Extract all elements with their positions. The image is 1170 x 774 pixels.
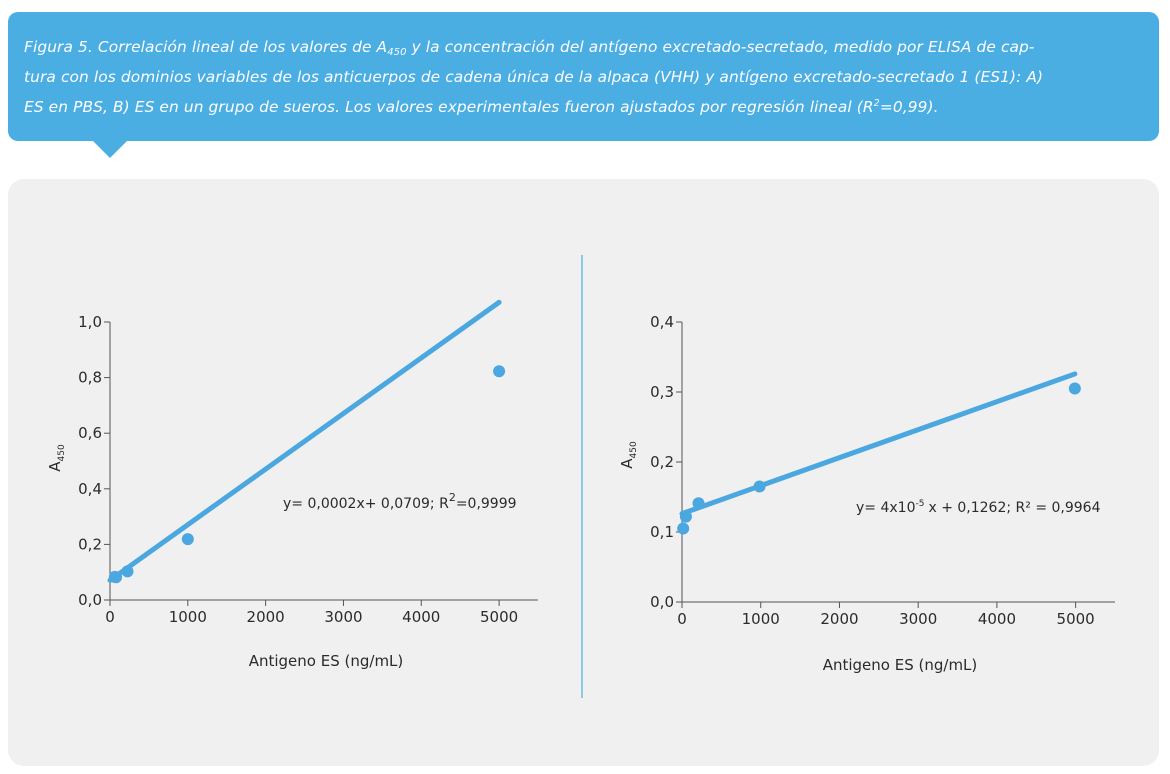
caption-line3-superscript: 2 bbox=[873, 98, 880, 109]
chart-a-y-tick-label: 0,0 bbox=[78, 591, 102, 609]
chart-b-x-tick-label: 4000 bbox=[978, 610, 1016, 628]
chart-a-data-point bbox=[493, 365, 506, 378]
chart-a-data-point bbox=[110, 571, 123, 584]
chart-a-points bbox=[108, 365, 506, 584]
caption-line3a: ES en PBS, B) ES en un grupo de sueros. … bbox=[24, 98, 874, 116]
chart-b: 0,0 0,1 0,2 0,3 0,4 0 1000 2000 3000 4000 5000 Ant… bbox=[618, 313, 1115, 674]
chart-b-x-tick-label: 1000 bbox=[742, 610, 780, 628]
caption-line3b: =0,99). bbox=[879, 98, 939, 116]
chart-b-x-tick-label: 3000 bbox=[899, 610, 937, 628]
chart-a-x-tick-label: 5000 bbox=[480, 608, 518, 626]
chart-b-points bbox=[677, 382, 1081, 535]
caption-part1: Figura 5. Correlación lineal de los valo… bbox=[24, 38, 388, 56]
chart-a-ticks: 0,0 0,2 0,4 0,6 0,8 1,0 0 1000 2000 3000 4000 5000 bbox=[78, 313, 518, 626]
chart-a-x-axis-label: Antigeno ES (ng/mL) bbox=[249, 652, 404, 670]
caption-line2: tura con los dominios variables de los a… bbox=[24, 68, 1044, 86]
chart-a-x-tick-label: 0 bbox=[105, 608, 115, 626]
chart-b-x-tick-label: 5000 bbox=[1057, 610, 1095, 628]
chart-b-axes bbox=[681, 322, 1115, 603]
chart-a-y-tick-label: 0,6 bbox=[78, 424, 102, 442]
chart-a-axes bbox=[109, 322, 538, 601]
chart-b-y-tick-label: 0,1 bbox=[650, 523, 674, 541]
chart-b-y-tick-label: 0,3 bbox=[650, 383, 674, 401]
figure-caption-box: Figura 5. Correlación lineal de los valo… bbox=[8, 12, 1159, 141]
chart-b-data-point bbox=[679, 510, 692, 523]
chart-a-equation: y= 0,0002x+ 0,0709; R2=0,9999 bbox=[283, 491, 517, 512]
chart-a-data-point bbox=[121, 565, 134, 578]
chart-a-y-axis-label: A450 bbox=[46, 444, 67, 472]
chart-a-x-tick-label: 1000 bbox=[169, 608, 207, 626]
chart-b-y-axis-label: A450 bbox=[618, 441, 639, 469]
chart-a-x-tick-label: 2000 bbox=[247, 608, 285, 626]
chart-a-y-tick-label: 0,8 bbox=[78, 369, 102, 387]
chart-a-x-tick-label: 4000 bbox=[402, 608, 440, 626]
chart-b-x-axis-label: Antigeno ES (ng/mL) bbox=[823, 656, 978, 674]
figure-caption: Figura 5. Correlación lineal de los valo… bbox=[24, 32, 1137, 122]
chart-b-y-tick-label: 0,0 bbox=[650, 593, 674, 611]
caption-part1-subscript: 450 bbox=[387, 47, 407, 58]
chart-b-data-point bbox=[1068, 382, 1081, 395]
chart-a-x-tick-label: 3000 bbox=[324, 608, 362, 626]
chart-b-equation: y= 4x10-5 x + 0,1262; R² = 0,9964 bbox=[856, 499, 1101, 516]
chart-a-y-tick-label: 1,0 bbox=[78, 313, 102, 331]
chart-b-y-tick-label: 0,2 bbox=[650, 453, 674, 471]
chart-a-fit-line bbox=[107, 299, 502, 583]
chart-a: 0,00,20,40,60,81,00 1000 2000 3000 4000 5000 … bbox=[46, 299, 538, 670]
chart-a-y-tick-label: 0,4 bbox=[78, 480, 102, 498]
chart-b-y-tick-label: 0,4 bbox=[650, 313, 674, 331]
chart-b-data-point bbox=[677, 522, 690, 535]
chart-b-ticks: 0,0 0,1 0,2 0,3 0,4 0 1000 2000 3000 4000 5000 bbox=[650, 313, 1095, 628]
caption-part2: y la concentración del antígeno excretad… bbox=[406, 38, 1035, 56]
chart-a-y-tick-label: 0,2 bbox=[78, 535, 102, 553]
caption-pointer-arrow bbox=[92, 140, 128, 158]
chart-b-data-point bbox=[753, 480, 766, 493]
chart-b-fit-line bbox=[679, 371, 1078, 517]
chart-a-data-point bbox=[181, 533, 194, 546]
chart-b-x-tick-label: 0 bbox=[677, 610, 687, 628]
chart-b-x-tick-label: 2000 bbox=[820, 610, 858, 628]
charts-panel bbox=[8, 179, 1159, 766]
chart-b-data-point bbox=[692, 497, 705, 510]
